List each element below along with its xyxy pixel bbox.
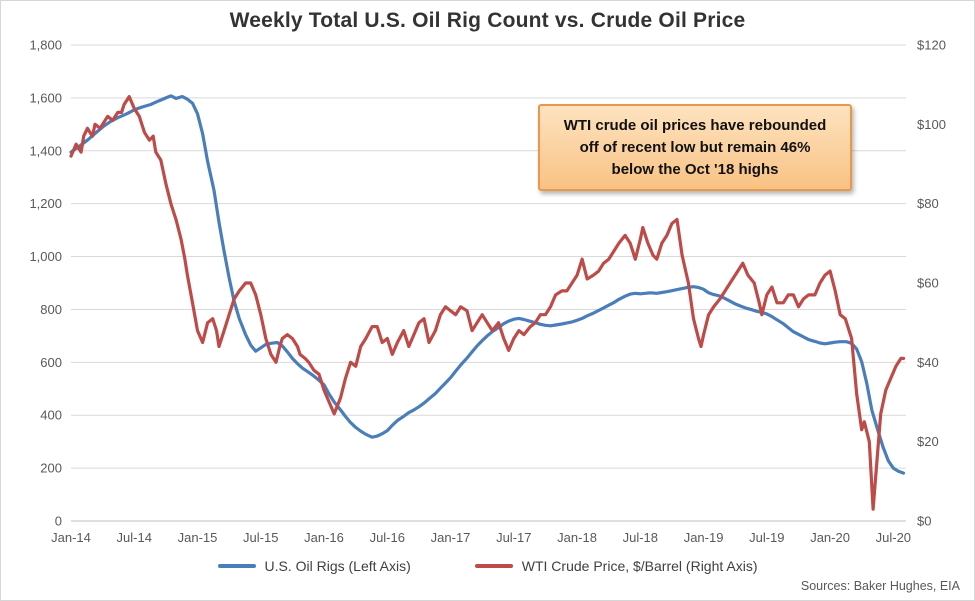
left-axis-tick-label: 0 xyxy=(55,514,62,529)
right-axis-tick-label: $40 xyxy=(917,355,939,370)
left-axis-tick-label: 1,600 xyxy=(29,90,62,105)
x-axis-tick-label: Jul-17 xyxy=(496,530,531,545)
left-axis-tick-label: 200 xyxy=(40,461,62,476)
wti-line xyxy=(69,94,906,511)
x-axis-tick-label: Jul-20 xyxy=(876,530,911,545)
source-note: Sources: Baker Hughes, EIA xyxy=(800,579,960,593)
x-axis-tick-label: Jul-18 xyxy=(623,530,658,545)
left-axis-tick-label: 1,400 xyxy=(29,143,62,158)
x-axis-tick-label: Jan-16 xyxy=(304,530,344,545)
x-axis-tick-label: Jan-20 xyxy=(810,530,850,545)
annotation-callout: WTI crude oil prices have rebounded off … xyxy=(538,104,852,192)
legend: U.S. Oil Rigs (Left Axis) WTI Crude Pric… xyxy=(1,558,974,574)
legend-item-rigs: U.S. Oil Rigs (Left Axis) xyxy=(217,558,411,574)
left-axis-tick-label: 800 xyxy=(40,302,62,317)
right-axis-tick-label: $120 xyxy=(917,38,946,53)
left-axis-tick-label: 1,200 xyxy=(29,196,62,211)
annotation-line-3: below the Oct '18 highs xyxy=(611,160,779,178)
x-axis-tick-label: Jan-17 xyxy=(431,530,471,545)
legend-label-wti: WTI Crude Price, $/Barrel (Right Axis) xyxy=(521,558,758,574)
x-axis-tick-label: Jan-18 xyxy=(557,530,597,545)
chart-title: Weekly Total U.S. Oil Rig Count vs. Crud… xyxy=(229,9,746,32)
rigs-line-swatch-icon xyxy=(217,564,256,568)
x-axis-tick-label: Jul-14 xyxy=(117,530,152,545)
left-axis-tick-label: 1,000 xyxy=(29,249,62,264)
legend-item-wti: WTI Crude Price, $/Barrel (Right Axis) xyxy=(474,558,758,574)
left-axis-tick-label: 400 xyxy=(40,408,62,423)
x-axis-tick-label: Jul-19 xyxy=(749,530,784,545)
left-axis-tick-label: 1,800 xyxy=(29,38,62,53)
left-axis-tick-label: 600 xyxy=(40,355,62,370)
right-axis-tick-label: $100 xyxy=(917,117,946,132)
rigs-line xyxy=(69,94,906,475)
x-axis-tick-label: Jan-15 xyxy=(178,530,218,545)
right-axis-tick-label: $20 xyxy=(917,434,939,449)
x-axis-tick-label: Jan-19 xyxy=(684,530,724,545)
annotation-line-2: off of recent low but remain 46% xyxy=(579,138,811,156)
x-axis-tick-label: Jan-14 xyxy=(51,530,91,545)
right-axis-tick-label: $80 xyxy=(917,196,939,211)
annotation-line-1: WTI crude oil prices have rebounded xyxy=(563,117,827,134)
x-axis-tick-label: Jul-16 xyxy=(370,530,405,545)
right-axis-tick-label: $60 xyxy=(917,276,939,291)
right-axis-tick-label: $0 xyxy=(917,514,931,529)
wti-line-swatch-icon xyxy=(474,564,513,568)
x-axis-tick-label: Jul-15 xyxy=(243,530,278,545)
legend-label-rigs: U.S. Oil Rigs (Left Axis) xyxy=(264,558,411,574)
